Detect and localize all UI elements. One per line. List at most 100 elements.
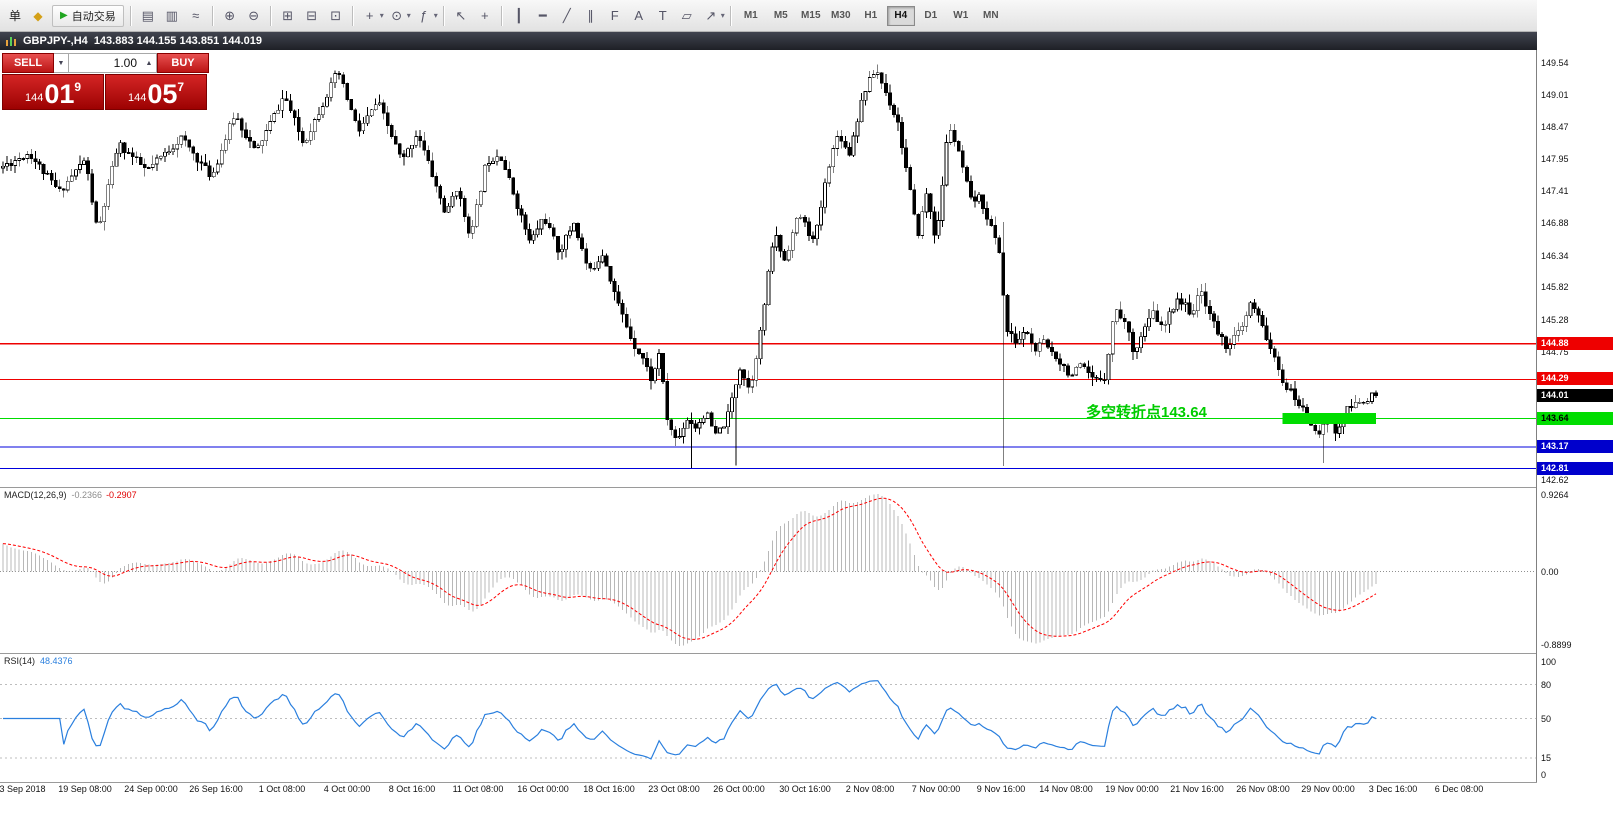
periods-icon[interactable]: ⊙: [391, 7, 403, 23]
new-chart-icon[interactable]: +: [365, 7, 374, 23]
timeframe-H4[interactable]: H4: [886, 5, 915, 26]
fibonacci-tool-icon[interactable]: F: [610, 7, 619, 23]
time-axis-label: 3 Dec 16:00: [1368, 784, 1418, 794]
volume-input[interactable]: 1.00: [69, 53, 142, 73]
cursor-icon[interactable]: ↖: [455, 7, 467, 23]
macd-axis-bottom: -0.8899: [1541, 640, 1572, 650]
timeframe-W1[interactable]: W1: [953, 9, 969, 21]
macd-name: MACD(12,26,9): [4, 490, 67, 500]
price-badge-144.88: 144.88: [1537, 337, 1613, 350]
horizontal-line-tool-icon[interactable]: ━: [538, 7, 547, 23]
indicators-dropdown-icon[interactable]: ▾: [433, 11, 438, 20]
price-badge-144.29: 144.29: [1537, 372, 1613, 385]
rsi-axis-50: 50: [1541, 714, 1552, 724]
time-axis-label: 26 Nov 08:00: [1236, 784, 1290, 794]
candlestick-chart-icon[interactable]: ▥: [165, 7, 178, 23]
rsi-axis-80: 80: [1541, 680, 1552, 690]
chart-tab-icon: [6, 36, 16, 46]
rsi-value: 48.4376: [40, 656, 73, 666]
shapes-tool-icon[interactable]: ▱: [681, 7, 692, 23]
price-axis-label: 146.88: [1541, 218, 1569, 228]
toolbar-separator: [129, 5, 132, 26]
price-axis-column[interactable]: 149.54 149.01 148.47 147.95 147.41 146.88 146.…: [1537, 0, 1616, 824]
arrows-dropdown-icon[interactable]: ▾: [720, 11, 725, 20]
rsi-axis-0: 0: [1541, 770, 1547, 780]
time-axis-label: 19 Sep 08:00: [58, 784, 112, 794]
panel-separator[interactable]: [0, 653, 1616, 654]
macd-indicator-panel[interactable]: [0, 488, 1537, 653]
one-click-trading-panel: SELL ▼ 1.00 ▲ BUY 144 01 9 144 05 7: [2, 53, 209, 110]
timeframe-M1[interactable]: M1: [743, 9, 758, 21]
auto-arrange-icon[interactable]: ⊞: [282, 7, 294, 23]
label-tool-icon[interactable]: T: [658, 7, 667, 23]
rsi-indicator-label: RSI(14) 48.4376: [4, 656, 73, 666]
arrows-tool-icon[interactable]: ↗: [705, 7, 717, 23]
highlight-box[interactable]: [1282, 412, 1376, 425]
chart-window-titlebar: GBPJPY-,H4 143.883 144.155 143.851 144.0…: [0, 32, 1616, 50]
channel-tool-icon[interactable]: ∥: [587, 7, 595, 23]
price-axis-label: 147.41: [1541, 186, 1569, 196]
time-axis[interactable]: 13 Sep 2018 19 Sep 08:00 24 Sep 00:00 26 Se…: [0, 784, 1537, 800]
annotation-text[interactable]: 多空转折点143.64: [1086, 404, 1207, 421]
cascade-windows-icon[interactable]: ⊡: [330, 7, 342, 23]
time-axis-label: 19 Nov 00:00: [1105, 784, 1159, 794]
autotrading-button[interactable]: ▶ 自动交易: [52, 4, 124, 27]
favorites-icon[interactable]: ◆: [33, 8, 43, 23]
rsi-line: [3, 680, 1377, 760]
text-tool-icon[interactable]: A: [634, 7, 644, 23]
price-badge-143.64: 143.64: [1537, 412, 1613, 425]
zoom-out-icon[interactable]: ⊖: [248, 7, 260, 23]
vertical-line-tool-icon[interactable]: ┃: [514, 7, 523, 23]
new-order-button[interactable]: 单: [4, 6, 26, 26]
zoom-in-icon[interactable]: ⊕: [224, 7, 236, 23]
volume-increment-button[interactable]: ▲: [142, 53, 157, 73]
ask-price-display[interactable]: 144 05 7: [105, 74, 207, 110]
price-badge-142.81: 142.81: [1537, 462, 1613, 475]
main-toolbar: 单 ◆ ▶ 自动交易 ▤ ▥ ≈ ⊕ ⊖ ⊞ ⊟ ⊡ + ▾ ⊙ ▾ ƒ ▾ ↖…: [0, 0, 1616, 32]
price-axis-label: 144.75: [1541, 347, 1569, 357]
volume-decrement-button[interactable]: ▼: [54, 53, 69, 73]
periods-dropdown-icon[interactable]: ▾: [406, 11, 411, 20]
main-price-chart[interactable]: [0, 50, 1537, 487]
tile-windows-icon[interactable]: ⊟: [306, 7, 318, 23]
line-chart-icon[interactable]: ≈: [192, 7, 200, 23]
timeframe-MN[interactable]: MN: [983, 9, 999, 21]
macd-main-value: -0.2366: [71, 490, 103, 500]
timeframe-H1[interactable]: H1: [864, 9, 878, 21]
time-axis-label: 4 Oct 00:00: [323, 784, 371, 794]
timeframe-M15[interactable]: M15: [801, 9, 821, 21]
price-axis-label: 145.28: [1541, 315, 1569, 325]
indicators-icon[interactable]: ƒ: [420, 7, 428, 23]
price-badge-143.17: 143.17: [1537, 440, 1613, 453]
bid-price-display[interactable]: 144 01 9: [2, 74, 104, 110]
price-badge-144.01: 144.01: [1537, 389, 1613, 402]
bid-prefix: 144: [24, 92, 44, 104]
price-axis-label: 146.34: [1541, 251, 1569, 261]
toolbar-separator: [269, 5, 272, 26]
timeframe-M30[interactable]: M30: [831, 9, 851, 21]
sell-button[interactable]: SELL: [2, 53, 54, 73]
trendline-tool-icon[interactable]: ╱: [562, 7, 571, 23]
timeframe-M5[interactable]: M5: [773, 9, 788, 21]
time-axis-label: 14 Nov 08:00: [1039, 784, 1093, 794]
toolbar-separator: [729, 5, 732, 26]
autotrading-label: 自动交易: [71, 10, 116, 23]
new-chart-dropdown-icon[interactable]: ▾: [379, 11, 384, 20]
timeframe-D1[interactable]: D1: [924, 9, 938, 21]
time-axis-label: 26 Sep 16:00: [189, 784, 243, 794]
buy-button[interactable]: BUY: [157, 53, 209, 73]
ask-pip-digit: 7: [177, 80, 185, 94]
time-axis-label: 2 Nov 08:00: [845, 784, 895, 794]
price-axis-label: 149.54: [1541, 58, 1569, 68]
toolbar-separator: [211, 5, 214, 26]
price-axis-label: 142.62: [1541, 475, 1569, 485]
time-axis-label: 1 Oct 08:00: [258, 784, 306, 794]
rsi-indicator-panel[interactable]: [0, 654, 1537, 782]
toolbar-separator: [442, 5, 445, 26]
price-axis-border: [1536, 50, 1537, 782]
time-axis-label: 18 Oct 16:00: [583, 784, 635, 794]
bar-chart-icon[interactable]: ▤: [141, 7, 154, 23]
panel-separator[interactable]: [0, 487, 1616, 488]
crosshair-icon[interactable]: +: [480, 7, 489, 23]
time-axis-label: 6 Dec 08:00: [1434, 784, 1484, 794]
